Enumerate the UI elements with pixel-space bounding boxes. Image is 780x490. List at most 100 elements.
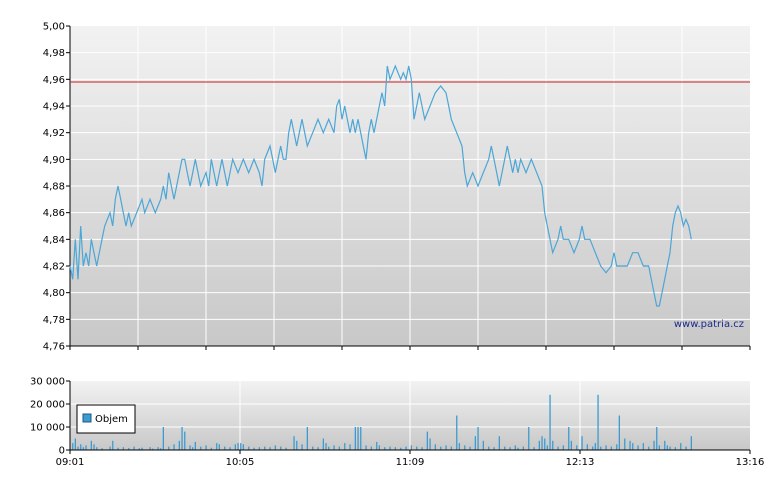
volume-bar	[597, 394, 599, 450]
volume-bar	[666, 445, 668, 450]
volume-bar	[570, 440, 572, 450]
volume-bar	[128, 447, 130, 450]
x-tick-label: 10:05	[226, 457, 255, 468]
price-x-ticks	[69, 346, 751, 350]
volume-bar	[538, 440, 540, 450]
volume-y-axis: 30 000 20 000 10 000 0	[30, 377, 71, 457]
volume-bar	[224, 446, 226, 450]
watermark: www.patria.cz	[674, 319, 744, 330]
volume-bar	[378, 445, 380, 450]
volume-bars	[72, 394, 692, 451]
volume-bar	[173, 444, 175, 451]
volume-bar	[610, 446, 612, 450]
volume-bar	[384, 447, 386, 450]
volume-bar	[674, 447, 676, 450]
price-panel: 5,00 4,98 4,96 4,94 4,92 4,90 4,88 4,86 4,84 4,82…	[43, 22, 751, 353]
volume-bar	[218, 444, 220, 451]
volume-y-tick-label: 0	[59, 446, 65, 457]
volume-bar	[517, 447, 519, 450]
volume-bar	[192, 447, 194, 450]
price-y-tick-label: 4,96	[43, 75, 65, 86]
volume-bar	[242, 444, 244, 451]
volume-x-axis-ticks: 09:01 10:05 11:09 12:13 13:16	[56, 450, 764, 468]
volume-bar	[101, 448, 103, 450]
volume-bar	[658, 445, 660, 450]
volume-bar	[421, 447, 423, 450]
volume-bar	[680, 443, 682, 450]
volume-bar	[400, 447, 402, 450]
volume-bar	[616, 444, 618, 451]
volume-bar	[370, 446, 372, 450]
volume-bar	[285, 447, 287, 450]
volume-bar	[229, 447, 231, 450]
volume-bar	[632, 443, 634, 450]
volume-bar	[296, 440, 298, 450]
volume-bar	[312, 446, 314, 450]
volume-bar	[528, 427, 530, 450]
volume-bar	[253, 447, 255, 450]
volume-bar	[664, 440, 666, 450]
price-y-axis: 5,00 4,98 4,96 4,94 4,92 4,90 4,88 4,86 4,84 4,82…	[43, 22, 71, 353]
volume-bar	[509, 447, 511, 450]
volume-bar	[269, 447, 271, 450]
volume-bar	[477, 427, 479, 450]
volume-bar	[141, 447, 143, 450]
volume-y-tick-label: 20 000	[30, 400, 65, 411]
volume-bar	[586, 444, 588, 451]
volume-bar	[80, 444, 82, 451]
volume-bar	[322, 438, 324, 450]
volume-panel: 30 000 20 000 10 000 0 09:01 10:05 11:09 12:13…	[30, 377, 764, 469]
volume-bar	[690, 436, 692, 450]
volume-bar	[333, 445, 335, 450]
volume-bar	[112, 440, 114, 450]
volume-bar	[576, 445, 578, 450]
volume-bar	[194, 441, 196, 450]
volume-bar	[264, 446, 266, 450]
volume-bar	[557, 446, 559, 450]
volume-bar	[450, 446, 452, 450]
price-grid	[70, 26, 750, 346]
volume-bar	[234, 444, 236, 451]
volume-bar	[592, 446, 594, 450]
volume-bar	[389, 446, 391, 450]
volume-bar	[85, 445, 87, 450]
volume-bar	[189, 445, 191, 450]
volume-bar	[152, 448, 154, 450]
price-y-tick-label: 4,80	[43, 288, 65, 299]
volume-bar	[522, 446, 524, 450]
volume-bar	[642, 443, 644, 450]
price-y-tick-label: 4,92	[43, 128, 65, 139]
volume-bar	[122, 447, 124, 450]
volume-bar	[280, 446, 282, 450]
volume-bar	[546, 445, 548, 450]
volume-bar	[109, 446, 111, 450]
volume-bar	[533, 447, 535, 450]
volume-bar	[498, 436, 500, 450]
volume-bar	[162, 427, 164, 450]
volume-bar	[293, 436, 295, 450]
volume-bar	[568, 427, 570, 450]
volume-bar	[493, 447, 495, 450]
volume-bar	[138, 448, 140, 450]
volume-bar	[157, 447, 159, 450]
volume-bar	[274, 445, 276, 450]
volume-bar	[600, 446, 602, 450]
volume-bar	[410, 445, 412, 450]
volume-bar	[117, 447, 119, 450]
volume-bar	[394, 447, 396, 450]
volume-bar	[200, 446, 202, 450]
volume-bar	[344, 443, 346, 450]
volume-bar	[474, 436, 476, 450]
price-y-tick-label: 4,90	[43, 155, 65, 166]
x-tick-label: 12:13	[566, 457, 595, 468]
volume-bar	[440, 446, 442, 450]
volume-bar	[434, 444, 436, 451]
volume-bar	[258, 447, 260, 450]
volume-bar	[354, 427, 356, 450]
volume-bar	[237, 443, 239, 450]
volume-bar	[416, 446, 418, 450]
volume-bar	[96, 447, 98, 450]
price-y-tick-label: 4,86	[43, 208, 65, 219]
volume-bar	[445, 445, 447, 450]
